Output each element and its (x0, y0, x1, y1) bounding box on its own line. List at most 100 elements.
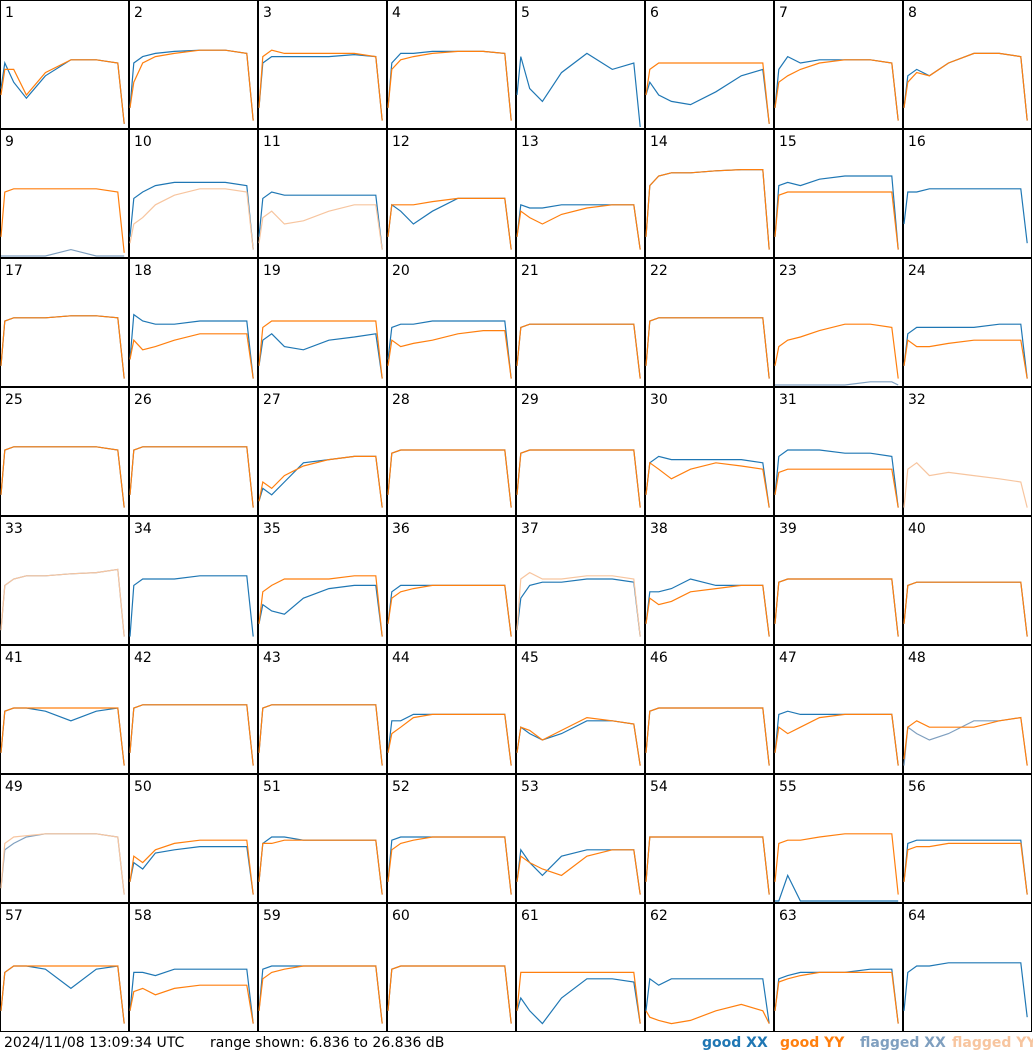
spectrum-line (0, 965, 125, 1024)
panel-frame (129, 129, 258, 258)
spectrum-line (129, 188, 254, 250)
panel-number: 51 (263, 779, 281, 795)
panel-number: 30 (650, 392, 668, 408)
spectrum-line (516, 571, 641, 637)
spectrum-line (258, 455, 383, 508)
panel-frame (258, 774, 387, 903)
panel-frame (903, 903, 1032, 1032)
panel-frame (387, 516, 516, 645)
spectrum-line (387, 449, 512, 508)
panel-number: 42 (134, 650, 152, 666)
spectrum-line (516, 716, 641, 766)
panel-frame (903, 516, 1032, 645)
spectrum-line (645, 169, 770, 250)
panel-number: 6 (650, 5, 659, 21)
panel-number: 45 (521, 650, 539, 666)
panel-number: 20 (392, 263, 410, 279)
panel-frame (129, 0, 258, 129)
panel-frame (0, 645, 129, 774)
panel-frame (774, 258, 903, 387)
spectrum-line (516, 578, 641, 637)
panel-number: 29 (521, 392, 539, 408)
panel-number: 3 (263, 5, 272, 21)
panel-number: 64 (908, 908, 926, 924)
spectrum-line (387, 965, 512, 1024)
panel-number: 8 (908, 5, 917, 21)
spectrum-line (516, 971, 641, 1024)
spectrum-line (645, 169, 770, 250)
spectrum-line (645, 455, 770, 508)
spectrum-line (258, 836, 383, 895)
panel-frame (645, 0, 774, 129)
panel-number: 19 (263, 263, 281, 279)
panel-number: 9 (5, 134, 14, 150)
panel-frame (258, 645, 387, 774)
spectrum-line (774, 578, 899, 637)
spectrum-line (645, 317, 770, 379)
spectrum-line (387, 320, 512, 379)
spectrum-line (775, 873, 899, 902)
panel-frame (129, 645, 258, 774)
spectrum-line (645, 62, 770, 124)
panel-frame (645, 645, 774, 774)
spectrum-line (516, 52, 641, 128)
panel-number: 49 (5, 779, 23, 795)
panel-frame (516, 774, 645, 903)
spectrum-line (774, 578, 899, 637)
panel-frame (258, 903, 387, 1032)
spectrum-line (516, 849, 641, 895)
spectrum-line (0, 59, 125, 124)
spectrum-line (129, 704, 254, 766)
spectrum-line (903, 52, 1028, 121)
panel-frame (387, 774, 516, 903)
spectrum-line (387, 584, 512, 637)
range-label: range shown: 6.836 to 26.836 dB (210, 1035, 444, 1051)
spectrum-line (1, 248, 125, 257)
panel-frame (129, 258, 258, 387)
panel-frame (645, 387, 774, 516)
spectrum-line (129, 845, 254, 895)
spectrum-line (0, 315, 125, 379)
spectrum-line (0, 59, 125, 124)
spectrum-line (645, 68, 770, 124)
spectrum-line (258, 191, 383, 250)
spectrum-line (129, 575, 254, 637)
spectrum-line (645, 578, 770, 637)
spectrum-line (129, 839, 254, 895)
spectrum-line (903, 716, 1028, 766)
panel-number: 39 (779, 521, 797, 537)
panel-frame (516, 903, 645, 1032)
panel-number: 17 (5, 263, 23, 279)
spectrum-line (774, 710, 899, 766)
spectrum-line (903, 842, 1028, 895)
panel-frame (645, 258, 774, 387)
spectrum-line (645, 584, 770, 637)
spectrum-line (387, 584, 512, 637)
panel-frame (387, 258, 516, 387)
panel-number: 60 (392, 908, 410, 924)
spectrum-line (258, 575, 383, 637)
spectrum-line (645, 836, 770, 895)
spectrum-line (645, 317, 770, 379)
panel-frame (903, 129, 1032, 258)
panel-number: 41 (5, 650, 23, 666)
spectrum-line (258, 584, 383, 637)
panel-frame (774, 774, 903, 903)
spectrum-line (774, 971, 899, 1024)
panel-number: 14 (650, 134, 668, 150)
panel-number: 12 (392, 134, 410, 150)
panel-frame (903, 258, 1032, 387)
spectrum-line (774, 323, 899, 379)
spectrum-line (774, 59, 899, 121)
panel-frame (516, 645, 645, 774)
panel-number: 35 (263, 521, 281, 537)
panel-frame (387, 387, 516, 516)
spectrum-line (258, 704, 383, 766)
spectrum-line (516, 204, 641, 250)
spectrum-line (387, 836, 512, 895)
panel-number: 22 (650, 263, 668, 279)
panel-frame (129, 774, 258, 903)
panel-number: 55 (779, 779, 797, 795)
panel-frame (0, 0, 129, 129)
